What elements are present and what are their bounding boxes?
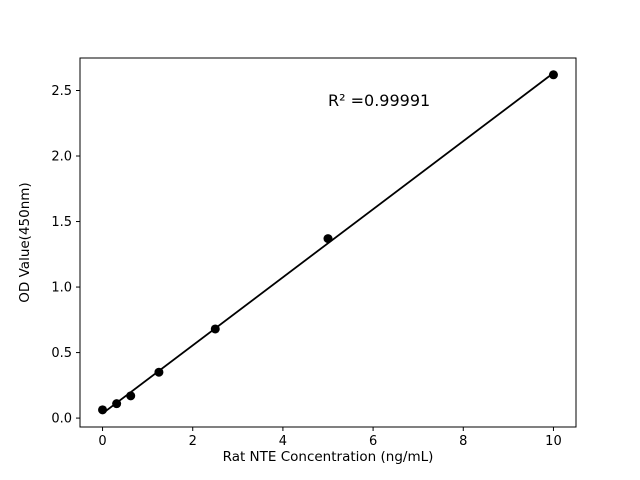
data-point (98, 405, 108, 415)
x-tick-label: 2 (189, 434, 197, 449)
x-tick-label: 10 (545, 434, 562, 449)
axes-spines (79, 57, 577, 428)
y-tick-label: 2.0 (51, 150, 72, 165)
fit-line (102, 72, 554, 415)
y-tick-label: 0.5 (51, 346, 72, 361)
y-tick-label: 1.0 (51, 281, 72, 296)
data-point (154, 367, 164, 377)
y-tick-label: 1.5 (51, 215, 72, 230)
data-point (126, 391, 136, 401)
data-point (548, 70, 558, 80)
y-axis-label: OD Value(450nm) (17, 182, 33, 302)
data-point (323, 234, 333, 244)
x-tick-label: 4 (279, 434, 287, 449)
x-tick-label: 6 (369, 434, 377, 449)
y-tick-label: 2.5 (51, 84, 72, 99)
data-point (112, 399, 122, 409)
data-points (98, 70, 558, 415)
x-tick-label: 0 (98, 434, 106, 449)
x-axis-label: Rat NTE Concentration (ng/mL) (223, 449, 434, 465)
y-axis-ticks: 0.0 0.5 1.0 1.5 2.0 2.5 (51, 84, 80, 427)
r-squared-annotation: R² =0.99991 (328, 91, 430, 110)
data-point (210, 324, 220, 334)
fit-line-segment (102, 72, 554, 415)
x-tick-label: 8 (459, 434, 467, 449)
y-tick-label: 0.0 (51, 412, 72, 427)
x-axis-ticks: 0 2 4 6 8 10 (98, 427, 562, 449)
